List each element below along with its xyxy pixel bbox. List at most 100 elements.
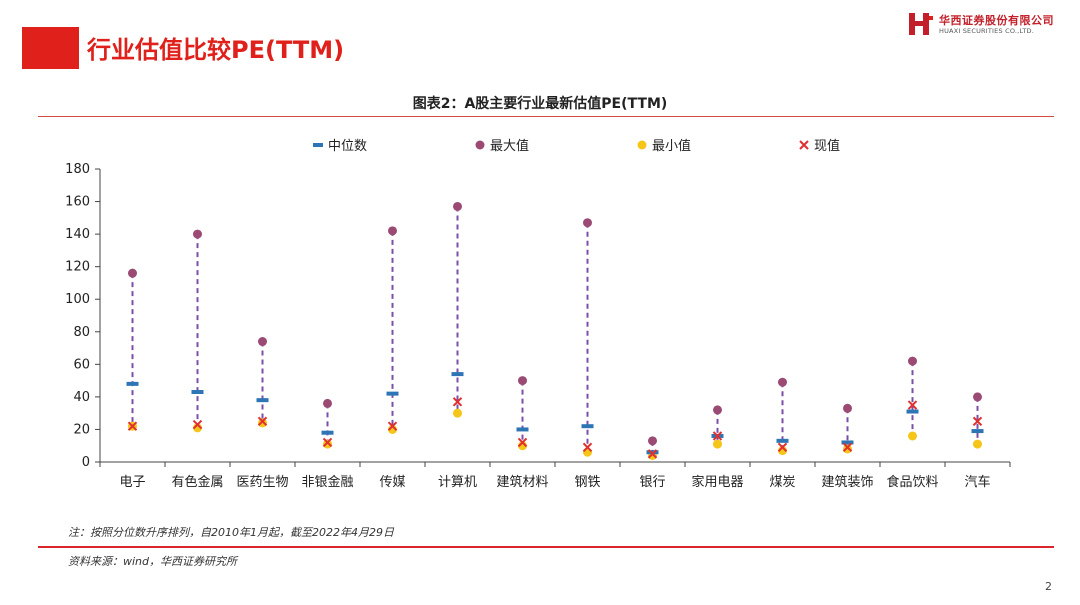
y-tick-label: 60 [73,357,90,372]
legend-label: 现值 [814,138,840,154]
logo-chinese-name: 华西证券股份有限公司 [939,14,1054,27]
current-point [387,421,398,431]
current-x-stroke [712,431,723,441]
min-point [453,408,462,418]
current-point [517,437,528,448]
title-divider [38,116,1054,117]
median-mark [971,429,984,434]
median-mark [451,372,464,377]
x-tick-label: 家用电器 [691,474,743,490]
max-point [518,376,527,386]
max-point [258,337,267,347]
median-mark [256,398,269,403]
current-point [647,449,658,459]
current-x-stroke [647,449,658,459]
chart-axes: 0 20 40 60 80 100 120 140 160 180 电子 有色金属 医药生物 非银金融 传媒… [65,162,1011,490]
legend-max-symbol [475,140,485,150]
current-point [192,419,203,430]
current-point [127,421,138,431]
chart-legend: 中位数 最大值 最小值 现值 [313,138,840,154]
x-tick-label: 传媒 [379,475,405,490]
median-mark [126,381,139,386]
x-tick-label: 电子 [119,475,145,490]
max-point [648,436,657,446]
legend-median-symbol [313,143,323,147]
median-mark [321,430,334,435]
max-point [713,405,722,415]
page-number: 2 [1045,580,1052,593]
footer-divider [38,546,1054,548]
max-point [128,268,137,278]
legend-label: 中位数 [328,139,367,154]
current-point [322,437,333,448]
median-mark [516,427,529,432]
max-point [908,356,917,366]
page-title: 行业估值比较PE(TTM) [87,36,345,64]
x-tick-label: 非银金融 [301,474,353,490]
max-point [843,403,852,413]
x-tick-label: 银行 [639,475,665,490]
current-x-stroke [127,421,138,431]
x-tick-label: 医药生物 [236,475,288,490]
current-point [452,397,463,407]
max-point [583,218,592,228]
current-x-stroke [582,442,593,453]
median-mark [386,391,399,396]
median-mark [841,440,854,445]
max-point [388,226,397,236]
x-tick-label: 计算机 [438,475,477,490]
current-point [257,416,268,427]
x-tick-label: 食品饮料 [886,474,938,490]
valuation-chart: 中位数 最大值 最小值 现值 0 20 40 60 80 100 120 140 160 180 电子 有色… [65,138,1011,490]
median-mark [906,409,919,414]
median-mark [776,438,789,443]
x-tick-label: 钢铁 [574,475,600,490]
current-x-stroke [257,416,268,427]
min-point [843,444,852,454]
chart-marks [126,201,984,460]
current-point [972,416,983,427]
max-point [973,392,982,402]
current-x-stroke [842,442,853,453]
x-tick-label: 有色金属 [171,474,223,490]
min-point [973,439,982,449]
figure-title: 图表2：A股主要行业最新估值PE(TTM) [412,96,668,112]
y-tick-label: 120 [65,260,90,275]
current-point [712,431,723,441]
max-point [193,229,202,239]
median-mark [581,424,594,429]
min-point [713,439,722,449]
x-tick-label: 煤炭 [769,475,795,490]
current-x-stroke [322,437,333,448]
chart-note: 注：按照分位数升序排列，自2010年1月起，截至2022年4月29日 [68,526,394,539]
max-point [453,201,462,211]
current-x-stroke [907,400,918,410]
logo-english-name: HUAXI SECURITIES CO.,LTD. [939,27,1034,35]
y-tick-label: 140 [65,227,90,242]
legend-label: 最小值 [652,138,691,154]
legend-label: 最大值 [490,138,529,154]
median-mark [191,390,204,395]
current-x-stroke [972,416,983,427]
y-tick-label: 160 [65,195,90,210]
company-logo: 华西证券股份有限公司 HUAXI SECURITIES CO.,LTD. [908,10,1068,38]
y-tick-label: 40 [73,390,90,405]
legend-current-symbol [799,140,809,150]
current-point [907,400,918,410]
max-point [778,377,787,387]
current-x-stroke [387,421,398,431]
median-mark [646,450,659,455]
max-point [323,398,332,408]
current-x-stroke [799,140,809,150]
y-tick-label: 180 [65,162,90,177]
min-point [908,431,917,441]
current-x-stroke [777,442,788,453]
current-x-stroke [192,419,203,430]
current-point [582,442,593,453]
min-point [258,418,267,428]
y-tick-label: 80 [73,325,90,340]
y-tick-label: 100 [65,292,90,307]
x-tick-label: 建筑材料 [496,474,548,490]
y-tick-label: 0 [82,455,90,470]
current-point [777,442,788,453]
